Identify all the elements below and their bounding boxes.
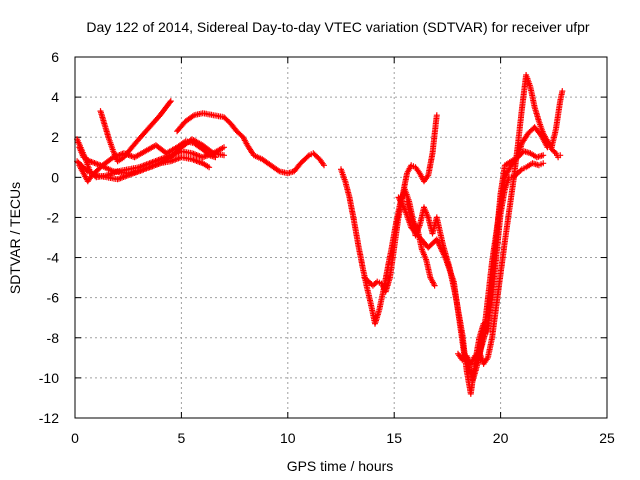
series-10-markers <box>395 148 547 383</box>
x-tick-label: 20 <box>493 430 509 446</box>
series-6-markers <box>174 110 327 177</box>
y-tick-label: -12 <box>39 410 59 426</box>
plot-frame <box>74 56 608 419</box>
series-4-markers <box>74 136 227 183</box>
y-tick-label: -6 <box>47 290 60 306</box>
series-7 <box>338 166 438 327</box>
x-axis-title: GPS time / hours <box>287 458 394 474</box>
series-4 <box>74 136 227 183</box>
series-6 <box>174 110 327 177</box>
y-axis-title: SDTVAR / TECUs <box>7 182 23 294</box>
chart-title: Day 122 of 2014, Sidereal Day-to-day VTE… <box>86 19 590 35</box>
x-tick-label: 10 <box>280 430 296 446</box>
series-7-markers <box>338 166 438 327</box>
y-tick-label: 6 <box>51 49 59 65</box>
series-12 <box>476 72 566 367</box>
y-tick-label: -8 <box>47 330 60 346</box>
y-tick-label: -10 <box>39 370 59 386</box>
x-tick-label: 25 <box>599 430 615 446</box>
data-series <box>74 72 566 397</box>
axis-ticks: 0 5 10 15 20 25 -12 -10 -8 -6 -4 -2 0 2 4 6 <box>39 49 615 446</box>
y-tick-label: -2 <box>47 209 60 225</box>
y-tick-label: -4 <box>47 250 60 266</box>
series-13-markers <box>540 132 564 161</box>
series-5-markers <box>97 98 174 165</box>
y-tick-label: 2 <box>51 129 59 145</box>
series-8-markers <box>361 112 440 295</box>
series-5 <box>97 98 174 165</box>
y-tick-label: 0 <box>51 169 59 185</box>
series-8 <box>361 112 440 295</box>
series-10 <box>395 148 547 383</box>
y-tick-label: 4 <box>51 89 59 105</box>
series-13 <box>540 132 564 161</box>
x-tick-label: 15 <box>386 430 402 446</box>
grid-lines <box>75 57 607 418</box>
x-tick-label: 5 <box>178 430 186 446</box>
x-tick-label: 0 <box>71 430 79 446</box>
series-12-markers <box>476 72 566 367</box>
